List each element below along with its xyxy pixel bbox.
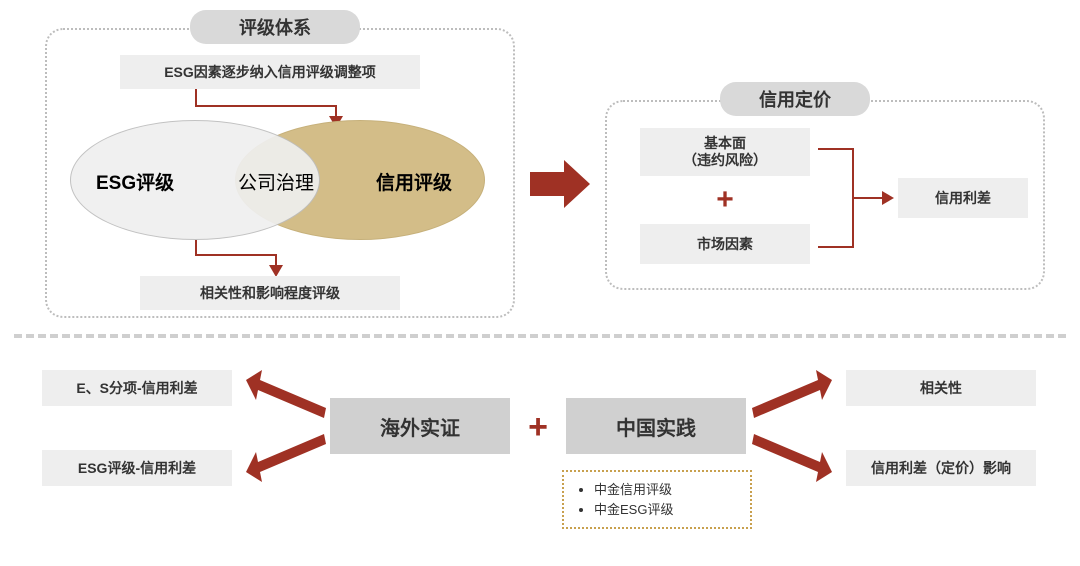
arrow-downleft-icon: [246, 432, 326, 482]
box-esg-adjustment: ESG因素逐步纳入信用评级调整项: [120, 55, 420, 89]
venn-right-label: 信用评级: [376, 168, 452, 195]
box-esg-spread: ESG评级-信用利差: [42, 450, 232, 486]
divider: [14, 334, 1066, 338]
panel-pricing-title: 信用定价: [720, 82, 870, 116]
note-item-1: 中金信用评级: [594, 480, 736, 500]
note-box: 中金信用评级 中金ESG评级: [562, 470, 752, 529]
venn-mid-label: 公司治理: [238, 168, 314, 195]
fundamental-line1: 基本面: [704, 135, 746, 152]
box-fundamental: 基本面 （违约风险）: [640, 128, 810, 176]
box-market-factor: 市场因素: [640, 224, 810, 264]
bracket-right: [818, 148, 854, 248]
arrow-upleft-icon: [246, 370, 326, 420]
note-item-2: 中金ESG评级: [594, 500, 736, 520]
box-spread-impact: 信用利差（定价）影响: [846, 450, 1036, 486]
box-correlation: 相关性: [846, 370, 1036, 406]
arrow-downright-icon: [752, 432, 832, 482]
venn-left-label: ESG评级: [96, 168, 174, 195]
box-relevance: 相关性和影响程度评级: [140, 276, 400, 310]
plus-icon: +: [705, 180, 745, 220]
arrow-right-big-icon: [530, 160, 590, 208]
box-es-spread: E、S分项-信用利差: [42, 370, 232, 406]
box-credit-spread: 信用利差: [898, 178, 1028, 218]
box-overseas: 海外实证: [330, 398, 510, 454]
fundamental-line2: （违约风险）: [683, 152, 767, 169]
panel-rating-title: 评级体系: [190, 10, 360, 44]
arrow-right-small-icon: [882, 191, 894, 205]
arrow-upright-icon: [752, 370, 832, 420]
plus-center-icon: +: [516, 405, 560, 449]
box-china-practice: 中国实践: [566, 398, 746, 454]
